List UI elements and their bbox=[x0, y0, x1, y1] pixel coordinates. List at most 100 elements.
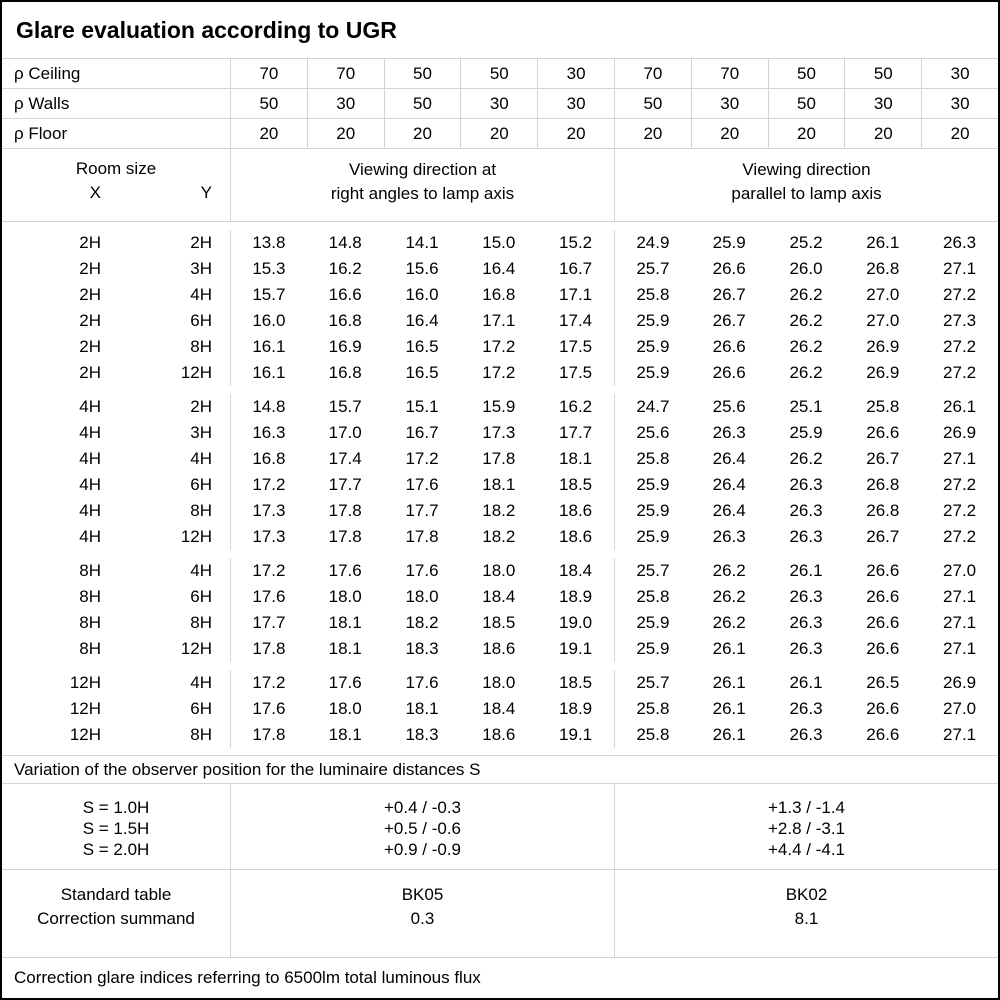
spacing-value-right: +1.3 / -1.4 bbox=[767, 798, 846, 817]
ugr-value: 26.7 bbox=[866, 449, 900, 468]
room-size-y: 6H bbox=[190, 475, 212, 494]
table-row: 2H 12H 16.1 16.8 16.5 17.2 17.5 25.9 26.6 26.2 26.… bbox=[2, 360, 998, 386]
reflectance-value: 50 bbox=[614, 89, 691, 118]
ugr-value: 17.3 bbox=[482, 423, 516, 442]
ugr-value: 26.3 bbox=[789, 639, 823, 658]
room-size-x: 2H bbox=[79, 363, 101, 382]
ugr-value: 25.9 bbox=[614, 610, 691, 636]
ugr-value: 26.2 bbox=[712, 587, 746, 606]
reflectance-value: 20 bbox=[383, 119, 461, 148]
room-size-x: 2H bbox=[79, 311, 101, 330]
ugr-value: 16.4 bbox=[405, 311, 439, 330]
ugr-value: 26.3 bbox=[789, 587, 823, 606]
table-row: 4H 12H 17.3 17.8 17.8 18.2 18.6 25.9 26.3 26.3 26.… bbox=[2, 524, 998, 550]
ugr-value: 18.1 bbox=[328, 639, 362, 658]
ugr-value: 15.6 bbox=[405, 259, 439, 278]
ugr-value: 17.8 bbox=[230, 722, 307, 748]
room-size-x: 8H bbox=[79, 613, 101, 632]
ugr-value: 17.2 bbox=[230, 558, 307, 584]
ugr-value: 17.6 bbox=[405, 673, 439, 692]
reflectance-value: 20 bbox=[614, 119, 691, 148]
reflectance-value: 30 bbox=[460, 89, 537, 118]
ugr-value: 18.1 bbox=[328, 613, 362, 632]
ugr-value: 17.2 bbox=[405, 449, 439, 468]
ugr-value: 17.6 bbox=[230, 696, 307, 722]
ugr-value: 26.3 bbox=[789, 699, 823, 718]
reflectance-row: ρ Ceiling 70 70 50 50 30 70 70 50 50 30 bbox=[2, 59, 998, 89]
reflectance-value: 20 bbox=[230, 119, 307, 148]
ugr-value: 26.2 bbox=[712, 613, 746, 632]
ugr-value: 15.7 bbox=[230, 282, 307, 308]
ugr-value: 17.6 bbox=[230, 584, 307, 610]
table-row: 4H 6H 17.2 17.7 17.6 18.1 18.5 25.9 26.4 26.3 26.8… bbox=[2, 472, 998, 498]
ugr-value: 26.2 bbox=[789, 285, 823, 304]
ugr-value: 26.4 bbox=[712, 475, 746, 494]
correction-summand-value-left: 0.3 bbox=[410, 909, 435, 928]
ugr-value: 14.8 bbox=[230, 394, 307, 420]
ugr-value: 19.1 bbox=[559, 639, 593, 658]
ugr-value: 27.1 bbox=[943, 587, 977, 606]
ugr-value: 18.4 bbox=[559, 561, 593, 580]
reflectance-value: 20 bbox=[690, 119, 768, 148]
room-size-x: 8H bbox=[79, 639, 101, 658]
variation-note: Variation of the observer position for t… bbox=[2, 756, 998, 784]
ugr-value: 26.1 bbox=[943, 397, 977, 416]
table-row: 8H 4H 17.2 17.6 17.6 18.0 18.4 25.7 26.2 26.1 26.6… bbox=[2, 558, 998, 584]
room-size-y: 3H bbox=[190, 423, 212, 442]
xy-column-labels: X Y bbox=[2, 180, 230, 206]
reflectance-value: 50 bbox=[844, 59, 921, 88]
standard-table-label: Standard table bbox=[60, 885, 172, 904]
left-group-header-line1: Viewing direction at bbox=[348, 160, 497, 179]
room-size-y: 4H bbox=[190, 561, 212, 580]
reflectance-value: 70 bbox=[230, 59, 307, 88]
ugr-value: 26.2 bbox=[789, 337, 823, 356]
ugr-value: 17.3 bbox=[230, 524, 307, 550]
ugr-value: 27.1 bbox=[943, 613, 977, 632]
room-size-y: 2H bbox=[190, 397, 212, 416]
reflectance-value: 20 bbox=[844, 119, 921, 148]
reflectance-value: 70 bbox=[306, 59, 384, 88]
summary-values-parallel: BK02 8.1 bbox=[614, 870, 998, 957]
ugr-value: 25.8 bbox=[614, 446, 691, 472]
summary-section: Standard table Correction summand BK05 0… bbox=[2, 870, 998, 958]
room-size-y: 8H bbox=[190, 501, 212, 520]
table-row: 8H 8H 17.7 18.1 18.2 18.5 19.0 25.9 26.2 26.3 26.6… bbox=[2, 610, 998, 636]
ugr-value: 18.9 bbox=[559, 587, 593, 606]
reflectance-section: ρ Ceiling 70 70 50 50 30 70 70 50 50 30 ρ Walls 50 30… bbox=[2, 59, 998, 149]
reflectance-value: 50 bbox=[383, 89, 461, 118]
room-size-y: 4H bbox=[190, 673, 212, 692]
ugr-value: 19.0 bbox=[559, 613, 593, 632]
ugr-value: 26.3 bbox=[789, 501, 823, 520]
ugr-value: 17.7 bbox=[405, 501, 439, 520]
ugr-value: 17.7 bbox=[230, 610, 307, 636]
ugr-value: 26.2 bbox=[712, 561, 746, 580]
room-size-x: 12H bbox=[69, 725, 101, 744]
ugr-value: 25.9 bbox=[614, 334, 691, 360]
spacing-value-right: +4.4 / -4.1 bbox=[767, 840, 846, 859]
ugr-value: 14.8 bbox=[328, 233, 362, 252]
ugr-value: 26.3 bbox=[712, 423, 746, 442]
spacing-label: S = 1.0H bbox=[82, 798, 150, 817]
ugr-value: 26.9 bbox=[866, 337, 900, 356]
ugr-value: 17.1 bbox=[559, 285, 593, 304]
ugr-value: 18.3 bbox=[405, 639, 439, 658]
ugr-value: 26.6 bbox=[712, 259, 746, 278]
room-size-x: 4H bbox=[79, 501, 101, 520]
room-size-y: 8H bbox=[190, 613, 212, 632]
ugr-value: 16.4 bbox=[482, 259, 516, 278]
spacing-values-right-angles: +0.4 / -0.3 +0.5 / -0.6 +0.9 / -0.9 bbox=[230, 784, 614, 869]
correction-summand-label: Correction summand bbox=[37, 909, 195, 928]
ugr-value: 18.0 bbox=[482, 561, 516, 580]
ugr-value: 25.8 bbox=[614, 584, 691, 610]
ugr-value: 26.6 bbox=[712, 337, 746, 356]
ugr-value: 25.8 bbox=[614, 282, 691, 308]
ugr-value: 17.3 bbox=[230, 498, 307, 524]
ugr-value: 26.8 bbox=[866, 475, 900, 494]
reflectance-value: 30 bbox=[537, 89, 614, 118]
room-size-x: 4H bbox=[79, 475, 101, 494]
spacing-value-right: +2.8 / -3.1 bbox=[767, 819, 846, 838]
room-size-x: 4H bbox=[79, 423, 101, 442]
x-column-label: X bbox=[89, 183, 101, 202]
room-size-group: 2H 2H 13.8 14.8 14.1 15.0 15.2 24.9 25.9 25.2 26.1… bbox=[2, 230, 998, 386]
table-row: 12H 4H 17.2 17.6 17.6 18.0 18.5 25.7 26.1 26.1 26.… bbox=[2, 670, 998, 696]
